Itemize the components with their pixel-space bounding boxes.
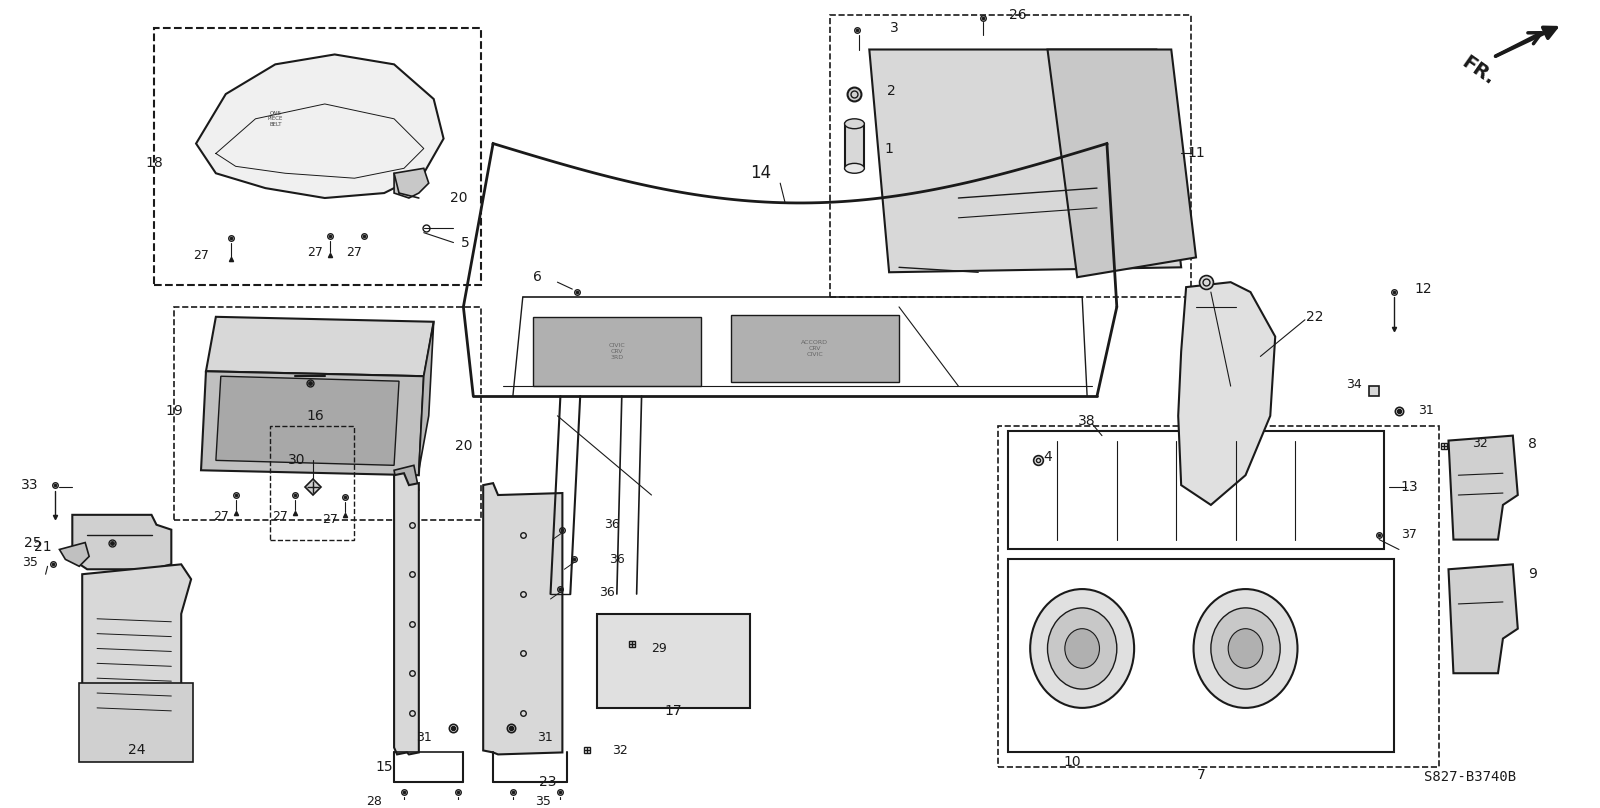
Text: 31: 31: [536, 731, 552, 744]
Text: 24: 24: [128, 743, 146, 757]
Bar: [597, 614, 750, 708]
Text: 10: 10: [1064, 755, 1082, 769]
Bar: [270, 426, 355, 540]
Text: 21: 21: [34, 540, 51, 553]
Text: 36: 36: [605, 518, 619, 531]
Text: 17: 17: [664, 704, 682, 718]
Text: 13: 13: [1400, 480, 1418, 494]
Ellipse shape: [1066, 629, 1099, 668]
Polygon shape: [394, 473, 419, 755]
Text: ACCORD
CRV
CIVIC: ACCORD CRV CIVIC: [802, 340, 829, 357]
Text: 38: 38: [1078, 414, 1096, 427]
Polygon shape: [216, 377, 398, 465]
Text: 33: 33: [21, 478, 38, 492]
Text: S827-B3740B: S827-B3740B: [1424, 770, 1515, 785]
Polygon shape: [59, 542, 90, 566]
Bar: [1008, 559, 1394, 752]
Text: 23: 23: [539, 775, 557, 789]
Bar: [830, 15, 1190, 297]
Text: 25: 25: [24, 536, 42, 549]
Ellipse shape: [845, 119, 864, 128]
Text: 20: 20: [450, 191, 467, 205]
Text: 6: 6: [533, 270, 542, 284]
Polygon shape: [202, 371, 424, 475]
Bar: [1008, 431, 1384, 549]
Ellipse shape: [1211, 608, 1280, 689]
Text: 31: 31: [416, 731, 432, 744]
Text: CIVIC
CRV
3RD: CIVIC CRV 3RD: [608, 343, 626, 360]
Text: 19: 19: [165, 404, 182, 418]
Text: 36: 36: [598, 586, 614, 599]
Text: 22: 22: [1306, 309, 1323, 324]
Ellipse shape: [1048, 608, 1117, 689]
Text: 7: 7: [1197, 768, 1205, 782]
Text: 1: 1: [885, 141, 893, 155]
Text: 27: 27: [194, 249, 210, 262]
Polygon shape: [869, 49, 1181, 272]
Text: 30: 30: [288, 453, 306, 467]
Text: 37: 37: [1402, 528, 1418, 541]
Bar: [174, 307, 482, 520]
Text: ONE
PIECE
BELT: ONE PIECE BELT: [267, 111, 283, 127]
Polygon shape: [1448, 564, 1518, 673]
Ellipse shape: [845, 163, 864, 173]
Ellipse shape: [1030, 589, 1134, 708]
Polygon shape: [394, 168, 429, 198]
Text: 29: 29: [651, 642, 667, 655]
Text: 2: 2: [886, 84, 896, 98]
Text: 27: 27: [213, 511, 229, 524]
Text: 16: 16: [306, 409, 323, 423]
Text: 11: 11: [1187, 146, 1205, 161]
Ellipse shape: [1194, 589, 1298, 708]
Polygon shape: [72, 515, 171, 570]
Text: 27: 27: [322, 513, 338, 526]
Text: 32: 32: [1472, 437, 1488, 450]
Text: 32: 32: [611, 744, 627, 757]
Text: 8: 8: [1528, 436, 1538, 451]
Bar: [845, 124, 864, 168]
Text: 34: 34: [1347, 377, 1362, 390]
Polygon shape: [1178, 282, 1275, 505]
Bar: [731, 315, 899, 382]
Polygon shape: [1448, 436, 1518, 540]
Text: 18: 18: [146, 157, 163, 170]
Bar: [998, 426, 1438, 768]
Text: 14: 14: [750, 164, 771, 183]
Text: 5: 5: [461, 236, 470, 250]
Polygon shape: [206, 317, 434, 377]
Text: 3: 3: [890, 21, 899, 35]
Bar: [80, 683, 194, 762]
Polygon shape: [483, 483, 562, 755]
Text: FR.: FR.: [1458, 53, 1499, 90]
Polygon shape: [394, 465, 419, 505]
Text: 27: 27: [347, 246, 363, 259]
Text: 28: 28: [366, 795, 382, 808]
Text: 27: 27: [272, 511, 288, 524]
Text: 4: 4: [1043, 450, 1051, 465]
Text: 12: 12: [1414, 282, 1432, 296]
Polygon shape: [1048, 49, 1197, 277]
Text: 35: 35: [22, 556, 38, 569]
Polygon shape: [82, 564, 190, 733]
Text: 31: 31: [1418, 404, 1434, 418]
Text: 36: 36: [610, 553, 624, 566]
Text: 9: 9: [1528, 567, 1538, 581]
Bar: [155, 27, 482, 285]
Text: 27: 27: [307, 246, 323, 259]
Text: 20: 20: [454, 439, 472, 452]
Polygon shape: [419, 322, 434, 470]
Bar: [533, 317, 701, 386]
Text: 15: 15: [376, 760, 394, 774]
Polygon shape: [197, 54, 443, 198]
Text: 26: 26: [1010, 8, 1027, 22]
Text: 35: 35: [534, 795, 550, 808]
Ellipse shape: [1229, 629, 1262, 668]
